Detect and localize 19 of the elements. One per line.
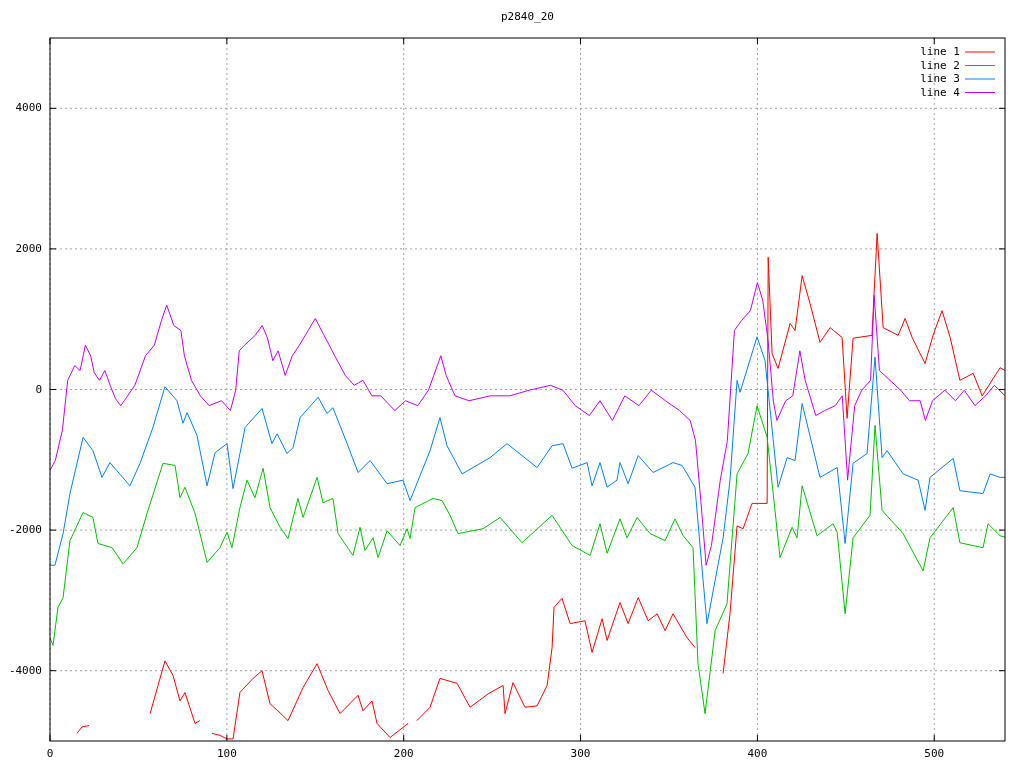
y-tick-label: -4000 <box>8 663 42 677</box>
line-series <box>50 405 1005 715</box>
y-tick-label: 0 <box>35 382 42 396</box>
x-tick-label: 100 <box>216 747 237 760</box>
x-tick-label: 500 <box>924 747 945 760</box>
y-tick-label: 4000 <box>15 101 42 115</box>
x-tick-label: 400 <box>747 747 768 760</box>
y-tick-label: -2000 <box>8 523 42 537</box>
legend-label: line 2 <box>920 58 960 72</box>
chart-title: p2840_20 <box>501 10 554 23</box>
x-tick-label: 300 <box>570 747 591 760</box>
x-tick-label: 0 <box>46 747 54 760</box>
line-series <box>50 282 1005 566</box>
legend-label: line 4 <box>920 85 961 99</box>
y-tick-label: 2000 <box>15 241 42 255</box>
legend-label: line 1 <box>920 45 960 58</box>
legend-label: line 3 <box>920 72 960 85</box>
line-series <box>50 336 1005 625</box>
x-tick-label: 200 <box>393 747 414 760</box>
